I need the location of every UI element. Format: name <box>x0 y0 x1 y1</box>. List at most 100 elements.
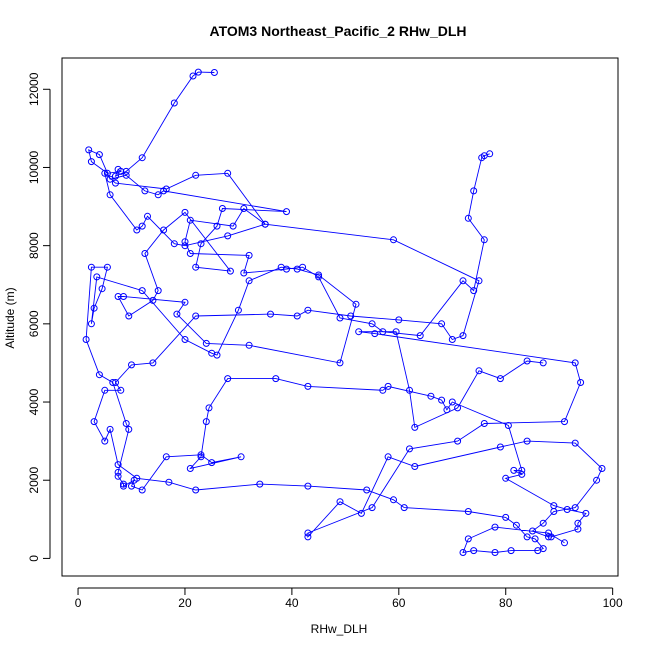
data-point <box>368 504 376 512</box>
data-point <box>427 392 435 400</box>
data-point <box>518 466 526 474</box>
data-point <box>103 263 111 271</box>
data-point <box>283 208 290 216</box>
data-point <box>352 300 360 308</box>
data-point <box>101 169 109 177</box>
data-point <box>512 521 520 529</box>
data-point <box>224 375 232 383</box>
x-axis: 0 20 40 60 80 100 <box>75 587 623 610</box>
data-point <box>480 420 488 427</box>
data-point <box>475 277 483 285</box>
data-point <box>114 468 122 476</box>
data-point <box>120 480 127 488</box>
data-point <box>112 172 119 180</box>
data-point <box>496 443 504 451</box>
data-point <box>347 312 355 320</box>
data-point <box>390 236 397 244</box>
data-point <box>336 314 344 322</box>
data-point <box>411 423 419 431</box>
data-point <box>400 504 408 512</box>
x-tick-label: 0 <box>75 596 82 610</box>
data-point <box>245 251 253 259</box>
data-point <box>245 277 253 285</box>
data-point <box>550 508 558 515</box>
data-point <box>491 549 499 556</box>
data-point <box>120 293 127 300</box>
data-point <box>438 320 446 328</box>
y-tick-label: 6000 <box>27 310 41 337</box>
y-tick-label: 2000 <box>27 467 41 494</box>
chart-title: ATOM3 Northeast_Pacific_2 RHw_DLH <box>210 23 467 39</box>
data-point <box>406 386 413 394</box>
data-point <box>496 375 504 383</box>
data-point <box>181 242 189 250</box>
data-point <box>224 169 232 177</box>
data-point <box>464 214 472 222</box>
data-point <box>454 437 462 445</box>
data-point <box>299 263 307 271</box>
data-point <box>101 437 109 445</box>
data-point <box>240 205 248 212</box>
data-point <box>138 222 146 230</box>
y-tick-label: 8000 <box>27 232 41 259</box>
data-point <box>571 504 579 512</box>
data-point <box>226 267 234 275</box>
data-point <box>371 330 379 338</box>
data-point <box>120 482 127 490</box>
x-tick-label: 80 <box>499 596 513 610</box>
data-point <box>144 212 151 220</box>
data-point <box>571 439 579 447</box>
data-point <box>539 359 547 367</box>
data-point <box>154 287 162 295</box>
series-2 <box>90 150 568 556</box>
y-tick-label: 4000 <box>27 388 41 415</box>
data-point <box>114 472 122 480</box>
plot-frame <box>61 57 619 577</box>
data-point <box>95 371 103 379</box>
data-point <box>237 453 245 461</box>
data-point <box>93 273 101 281</box>
data-point <box>197 451 205 459</box>
data-point <box>459 549 467 556</box>
x-axis-label: RHw_DLH <box>311 622 368 636</box>
data-point <box>598 465 606 472</box>
data-point <box>272 375 280 383</box>
data-point <box>336 498 344 506</box>
data-point <box>114 293 122 300</box>
data-point <box>523 437 531 445</box>
data-point <box>202 339 210 347</box>
data-point <box>234 306 242 314</box>
data-point <box>406 445 413 453</box>
data-point <box>561 539 568 547</box>
data-point <box>149 359 157 367</box>
data-point <box>304 529 312 537</box>
data-point <box>304 306 312 314</box>
data-point <box>336 359 344 367</box>
data-point <box>315 273 323 281</box>
data-point <box>112 179 119 187</box>
data-point <box>149 296 157 304</box>
data-point <box>197 240 205 248</box>
data-point <box>90 304 98 312</box>
data-point <box>82 336 90 343</box>
x-tick-label: 100 <box>603 596 623 610</box>
data-point <box>117 167 125 175</box>
data-point <box>448 336 456 343</box>
data-point <box>454 404 462 412</box>
data-point <box>87 263 95 271</box>
data-point <box>470 287 478 295</box>
data-point <box>502 474 510 482</box>
data-point <box>390 496 397 504</box>
data-point <box>363 486 371 494</box>
data-point <box>138 486 146 494</box>
data-point <box>128 361 135 369</box>
series-1 <box>82 68 606 541</box>
data-point <box>510 466 518 474</box>
data-point <box>411 463 419 470</box>
data-point <box>355 328 363 336</box>
data-point <box>229 222 237 230</box>
data-point <box>480 236 488 244</box>
data-point <box>170 240 178 248</box>
y-tick-label: 0 <box>27 555 41 562</box>
